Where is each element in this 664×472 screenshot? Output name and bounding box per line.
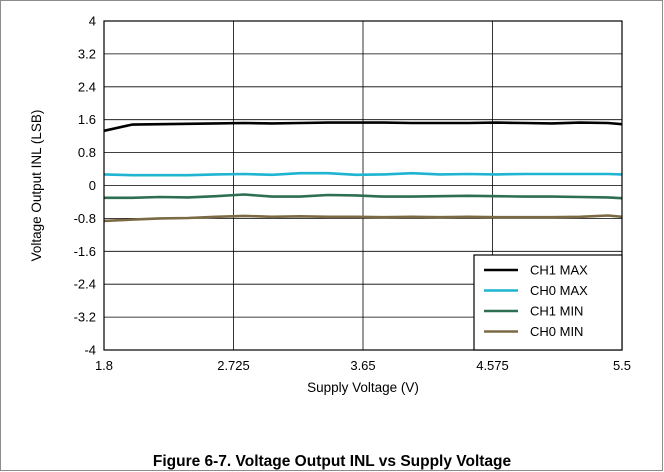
series-line-ch1-max <box>103 121 623 133</box>
y-tick-label: 2.4 <box>78 79 96 94</box>
y-tick-label: 0 <box>89 178 96 193</box>
legend-label: CH1 MIN <box>530 304 583 319</box>
series-line-ch0-max <box>103 171 623 177</box>
legend-label: CH1 MAX <box>530 263 588 278</box>
plot-border <box>103 20 623 351</box>
legend-label: CH0 MIN <box>530 324 583 339</box>
x-tick-label: 1.8 <box>95 358 113 373</box>
y-tick-label: 1.6 <box>78 112 96 127</box>
figure-caption: Figure 6-7. Voltage Output INL vs Supply… <box>152 453 512 470</box>
series-lines <box>103 121 623 223</box>
y-axis-label: Voltage Output INL (LSB) <box>29 110 44 262</box>
x-tick-label: 4.575 <box>476 358 509 373</box>
legend-label: CH0 MAX <box>530 283 588 298</box>
y-tick-label: -3.2 <box>74 310 96 325</box>
x-tick-label: 5.5 <box>613 358 631 373</box>
series-line-ch0-min <box>103 214 623 223</box>
y-tick-label: -0.8 <box>74 211 96 226</box>
x-tick-label: 2.725 <box>217 358 250 373</box>
y-tick-label: 3.2 <box>78 46 96 61</box>
y-axis-ticks: 4 3.2 2.4 1.6 0.8 0 -0.8 -1.6 -2.4 -3.2 -4 <box>74 14 96 358</box>
y-tick-label: 0.8 <box>78 145 96 160</box>
y-tick-label: -2.4 <box>74 277 96 292</box>
chart: 4 3.2 2.4 1.6 0.8 0 -0.8 -1.6 -2.4 -3.2 -4 1.8 2.72… <box>29 14 631 396</box>
legend: CH1 MAX CH0 MAX CH1 MIN CH0 MIN <box>473 254 623 351</box>
x-tick-label: 3.65 <box>350 358 375 373</box>
x-axis-label: Supply Voltage (V) <box>307 380 419 395</box>
y-tick-label: 4 <box>89 14 96 29</box>
x-axis-ticks: 1.8 2.725 3.65 4.575 5.5 <box>95 358 631 373</box>
y-tick-label: -1.6 <box>74 244 96 259</box>
y-tick-label: -4 <box>84 343 96 358</box>
series-line-ch1-min <box>104 193 623 200</box>
